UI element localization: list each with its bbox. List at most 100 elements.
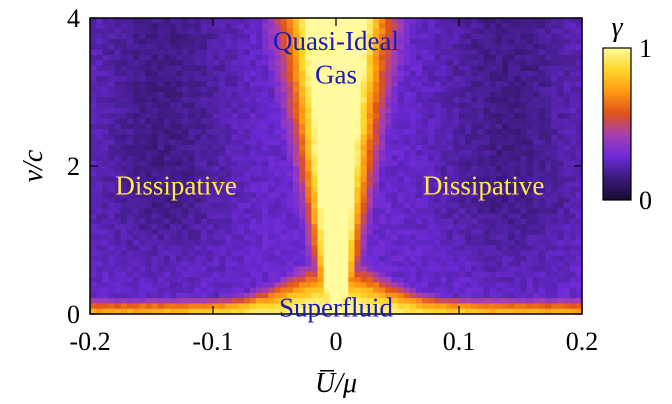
heatmap-cell xyxy=(354,65,362,72)
heatmap-cell xyxy=(305,271,312,278)
heatmap-cell xyxy=(538,139,546,146)
heatmap-cell xyxy=(526,255,534,262)
heatmap-cell xyxy=(471,192,479,199)
heatmap-cell xyxy=(96,303,103,310)
heatmap-cell xyxy=(551,113,558,120)
heatmap-cell xyxy=(532,86,540,93)
heatmap-cell xyxy=(200,261,208,268)
heatmap-cell xyxy=(495,139,503,146)
heatmap-cell xyxy=(108,240,116,246)
heatmap-cell xyxy=(274,197,282,204)
heatmap-cell xyxy=(145,49,153,56)
heatmap-cell xyxy=(489,139,497,146)
heatmap-cell xyxy=(440,160,448,167)
heatmap-cell xyxy=(108,166,116,172)
heatmap-cell xyxy=(237,81,245,88)
heatmap-cell xyxy=(329,282,337,289)
heatmap-cell xyxy=(237,240,245,246)
heatmap-cell xyxy=(557,250,565,257)
heatmap-cell xyxy=(237,49,245,56)
heatmap-cell xyxy=(385,287,392,294)
heatmap-cell xyxy=(139,113,146,120)
heatmap-cell xyxy=(459,271,466,278)
heatmap-cell xyxy=(311,129,319,135)
heatmap-cell xyxy=(90,250,97,257)
heatmap-cell xyxy=(237,155,245,162)
heatmap-cell xyxy=(114,229,122,236)
heatmap-cell xyxy=(428,250,435,257)
heatmap-cell xyxy=(483,208,491,215)
heatmap-cell xyxy=(237,308,245,315)
heatmap-cell xyxy=(366,229,374,236)
heatmap-cell xyxy=(545,39,552,46)
heatmap-cell xyxy=(434,60,442,67)
heatmap-cell xyxy=(237,18,245,24)
heatmap-cell xyxy=(102,245,110,252)
heatmap-cell xyxy=(551,218,558,225)
heatmap-cell xyxy=(452,292,460,299)
heatmap-cell xyxy=(108,218,116,225)
heatmap-cell xyxy=(139,266,146,273)
heatmap-cell xyxy=(139,208,146,215)
heatmap-cell xyxy=(176,28,183,35)
heatmap-cell xyxy=(354,144,362,151)
heatmap-cell xyxy=(379,118,386,125)
heatmap-cell xyxy=(545,18,552,24)
heatmap-cell xyxy=(256,49,263,56)
heatmap-cell xyxy=(422,176,429,183)
heatmap-cell xyxy=(336,208,343,215)
heatmap-cell xyxy=(415,187,423,194)
heatmap-cell xyxy=(409,292,417,299)
heatmap-cell xyxy=(354,303,362,310)
heatmap-cell xyxy=(311,292,319,299)
heatmap-cell xyxy=(440,28,448,35)
heatmap-cell xyxy=(317,292,325,299)
heatmap-cell xyxy=(557,33,565,40)
heatmap-cell xyxy=(169,255,177,262)
heatmap-cell xyxy=(299,18,306,24)
heatmap-cell xyxy=(532,197,540,204)
heatmap-cell xyxy=(489,144,497,151)
heatmap-cell xyxy=(538,129,546,135)
heatmap-cell xyxy=(292,65,300,72)
heatmap-cell xyxy=(526,107,534,114)
heatmap-cell xyxy=(182,245,189,252)
heatmap-cell xyxy=(206,181,214,188)
heatmap-cell xyxy=(213,208,220,215)
heatmap-cell xyxy=(415,213,423,220)
heatmap-cell xyxy=(366,44,374,51)
heatmap-cell xyxy=(108,192,116,199)
heatmap-cell xyxy=(391,203,399,209)
heatmap-cell xyxy=(213,33,220,40)
heatmap-cell xyxy=(360,298,368,305)
heatmap-cell xyxy=(452,55,460,61)
heatmap-cell xyxy=(145,55,153,61)
heatmap-cell xyxy=(354,86,362,93)
heatmap-cell xyxy=(169,150,177,157)
heatmap-cell xyxy=(163,203,171,209)
heatmap-cell xyxy=(268,271,276,278)
heatmap-cell xyxy=(526,218,534,225)
heatmap-cell xyxy=(477,266,485,273)
heatmap-cell xyxy=(280,218,288,225)
heatmap-cell xyxy=(90,308,97,315)
heatmap-cell xyxy=(176,86,183,93)
heatmap-cell xyxy=(403,76,411,83)
heatmap-cell xyxy=(495,192,503,199)
heatmap-cell xyxy=(243,187,251,194)
heatmap-cell xyxy=(102,282,110,289)
heatmap-cell xyxy=(219,49,226,56)
heatmap-cell xyxy=(348,234,356,241)
heatmap-cell xyxy=(268,187,276,194)
heatmap-cell xyxy=(422,60,429,67)
heatmap-cell xyxy=(502,271,509,278)
heatmap-cell xyxy=(336,171,343,178)
heatmap-cell xyxy=(286,187,294,194)
heatmap-cell xyxy=(114,33,122,40)
heatmap-cell xyxy=(557,298,565,305)
heatmap-cell xyxy=(459,76,466,83)
heatmap-cell xyxy=(96,39,103,46)
heatmap-cell xyxy=(422,18,429,24)
heatmap-cell xyxy=(157,250,165,257)
heatmap-cell xyxy=(108,55,116,61)
